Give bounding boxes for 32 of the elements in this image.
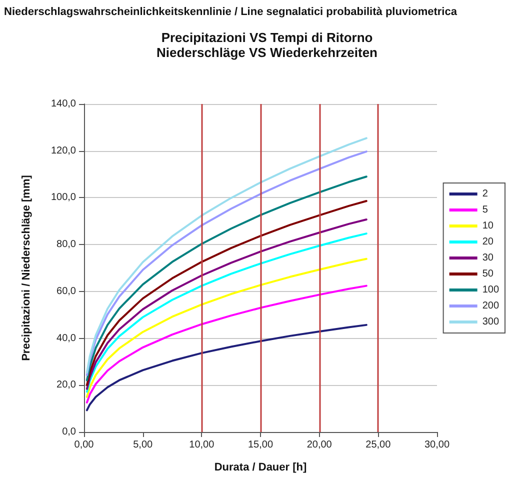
text: Niederschlagswahrscheinlichkeitskennlinie / Line segnalatici probabilità pluviometrica [4,6,457,18]
y-tick-label: 60,0 [56,286,76,297]
line-series [86,324,368,412]
legend-label: 100 [482,284,500,296]
y-tick-label: 20,0 [56,380,76,391]
x-tick-label: 0,00 [74,440,94,450]
x-tick-label: 15,00 [248,440,274,450]
line-series [86,284,368,404]
legend-label: 20 [482,236,494,248]
x-tick-label: 25,00 [366,440,392,450]
y-axis-title: Precipitazioni / Niederschläge [mm] [20,174,32,361]
legend-label: 200 [482,300,500,312]
legend-label: 10 [482,220,494,232]
x-axis-title: Durata / Dauer [h] [214,462,307,474]
y-tick-label: 80,0 [56,239,76,250]
y-tick-label: 100,0 [50,192,76,204]
x-tick-label: 10,00 [189,440,215,450]
x-tick-label: 30,00 [424,440,450,450]
chart-title: Precipitazioni VS Tempi di Ritorno [161,30,373,45]
y-tick-label: 120,0 [50,145,76,156]
x-tick-label: 5,00 [133,440,153,450]
legend-label: 300 [482,316,500,328]
legend-label: 50 [482,268,494,280]
legend-label: 5 [482,204,488,216]
line-series [86,258,368,398]
legend-label: 30 [482,252,494,264]
x-tick-label: 20,00 [306,440,332,450]
y-tick-label: 140,0 [50,98,76,110]
legend-label: 2 [482,188,488,200]
y-tick-label: 40,0 [56,332,76,344]
chart-subtitle: Niederschläge VS Wiederkehrzeiten [156,45,378,60]
y-tick-label: 0,0 [62,426,76,438]
